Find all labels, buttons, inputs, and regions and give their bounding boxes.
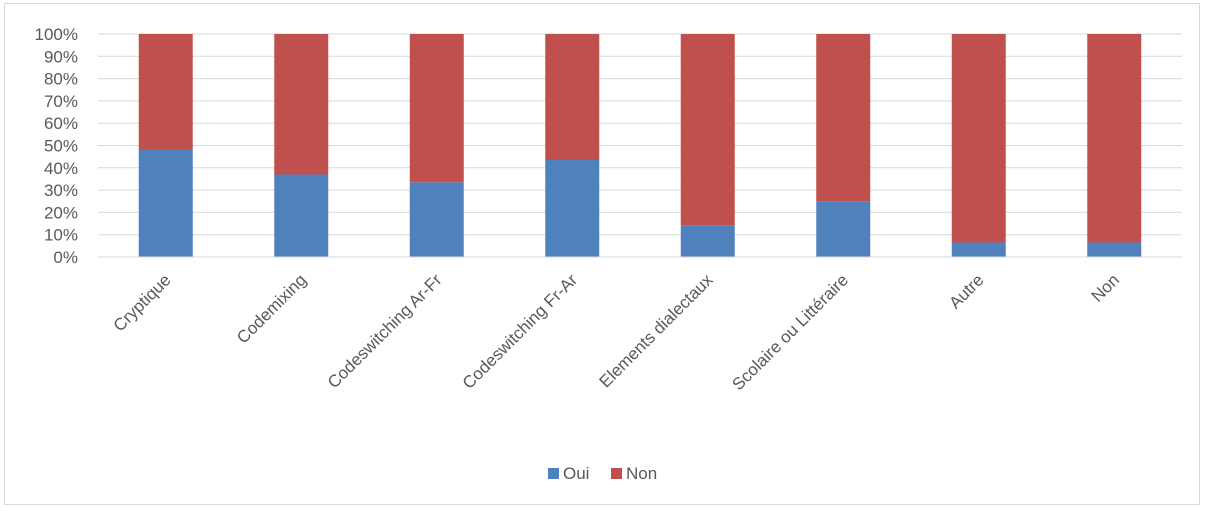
x-tick-label: Codeswitching Ar-Fr bbox=[324, 270, 446, 392]
bar-segment bbox=[951, 242, 1006, 257]
y-tick-label: 0% bbox=[53, 248, 78, 267]
y-tick-label: 40% bbox=[44, 159, 78, 178]
y-tick-label: 70% bbox=[44, 92, 78, 111]
bars bbox=[138, 34, 1142, 257]
y-tick-label: 80% bbox=[44, 70, 78, 89]
y-axis-ticks: 0% 10% 20% 30% 40% 50% 60% 70% 80% 90% 100% bbox=[35, 25, 78, 267]
x-tick-label: Scolaire ou Littéraire bbox=[728, 270, 852, 394]
y-tick-label: 50% bbox=[44, 137, 78, 156]
bar-segment bbox=[545, 34, 600, 160]
legend-label: Oui bbox=[563, 464, 589, 483]
x-tick-label: Codemixing bbox=[233, 270, 310, 347]
y-tick-label: 20% bbox=[44, 203, 78, 222]
category-labels: Cryptique Codemixing Codeswitching Ar-Fr Co… bbox=[110, 270, 1123, 394]
legend-swatch bbox=[548, 468, 559, 479]
x-tick-label: Autre bbox=[945, 270, 987, 312]
bar-segment bbox=[680, 225, 735, 257]
y-tick-label: 30% bbox=[44, 181, 78, 200]
bar-segment bbox=[274, 34, 329, 175]
x-tick-label: Cryptique bbox=[110, 270, 175, 335]
x-tick-label: Elements dialectaux bbox=[596, 270, 717, 391]
bar-segment bbox=[816, 201, 871, 257]
legend-swatch bbox=[611, 468, 622, 479]
y-tick-label: 10% bbox=[44, 226, 78, 245]
bar-segment bbox=[138, 34, 193, 150]
gridlines bbox=[98, 33, 1182, 236]
y-tick-label: 60% bbox=[44, 114, 78, 133]
bar-segment bbox=[680, 34, 735, 226]
bar-segment bbox=[816, 34, 871, 202]
bar-segment bbox=[409, 34, 464, 183]
bar-segment bbox=[1087, 34, 1142, 243]
bar-segment bbox=[274, 174, 329, 257]
bar-segment bbox=[1087, 242, 1142, 257]
legend-label: Non bbox=[626, 464, 657, 483]
bar-segment bbox=[545, 159, 600, 257]
legend: Oui Non bbox=[548, 464, 657, 483]
x-tick-label: Non bbox=[1088, 270, 1123, 305]
y-tick-label: 90% bbox=[44, 47, 78, 66]
bar-segment bbox=[138, 149, 193, 257]
x-tick-label: Codeswitching Fr-Ar bbox=[459, 270, 582, 393]
bar-segment bbox=[951, 34, 1006, 243]
bar-segment bbox=[409, 182, 464, 257]
y-tick-label: 100% bbox=[35, 25, 78, 44]
